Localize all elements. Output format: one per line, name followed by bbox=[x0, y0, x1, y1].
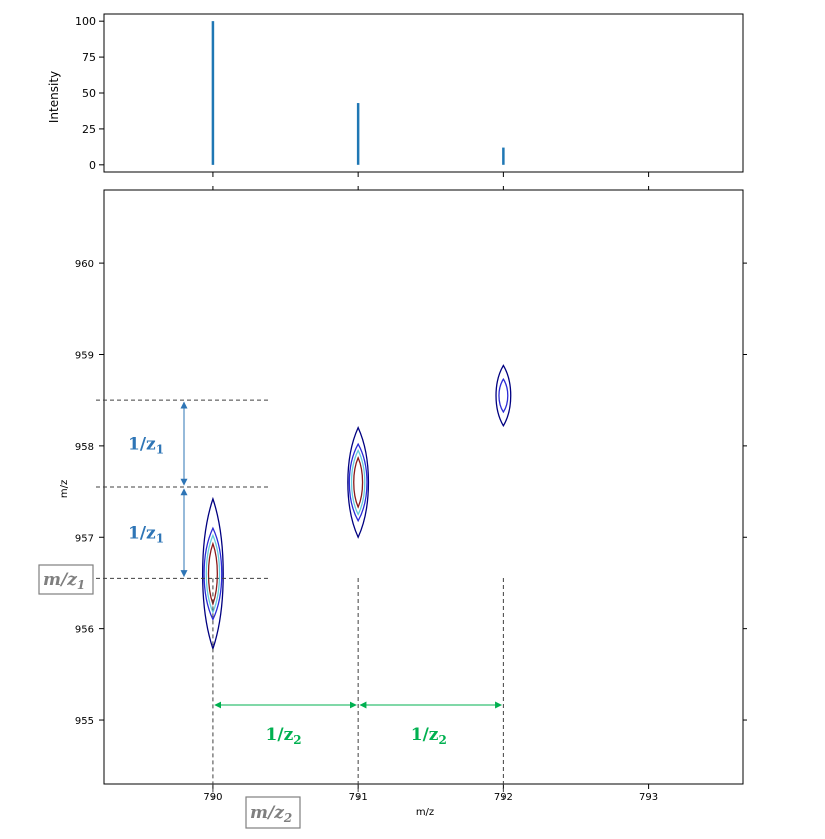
contour-level bbox=[495, 364, 512, 428]
contour-x-tick-label: 793 bbox=[639, 792, 658, 803]
contour-y-tick-label: 959 bbox=[75, 350, 94, 361]
m-over-z2-label: m/z2 bbox=[250, 803, 292, 825]
contour-level bbox=[207, 541, 218, 606]
m-over-z1-subscript: 1 bbox=[77, 578, 85, 592]
contour-x-axis-label: m/z bbox=[416, 807, 434, 818]
contour-level bbox=[348, 442, 368, 523]
contour-y-tick-label: 956 bbox=[75, 625, 94, 636]
contour-y-tick-label: 955 bbox=[75, 716, 94, 727]
intensity-plot-frame bbox=[103, 13, 744, 173]
contour-y-tick-label: 957 bbox=[75, 533, 94, 544]
intensity-y-tick-label: 75 bbox=[82, 51, 96, 64]
contour-level bbox=[353, 456, 364, 509]
annotation-layer: 1/z11/z11/z2 1/z2m/z1m/z2 bbox=[38, 399, 504, 829]
intensity-y-ticks: 0 25 50 75 100 bbox=[75, 15, 104, 172]
contour-peaks bbox=[202, 364, 512, 651]
inv-z1-subscript: 1 bbox=[156, 443, 164, 457]
contour-x-ticks: 790 791 792 793 bbox=[203, 186, 658, 803]
contour-level bbox=[205, 533, 221, 614]
inv-z1-label: 1/z1 bbox=[128, 524, 164, 546]
intensity-plot: 0 25 50 75 100 Intensity bbox=[47, 13, 744, 177]
contour-level bbox=[203, 526, 223, 622]
m-over-z1-box bbox=[38, 564, 94, 595]
inv-z2-subscript: 2 bbox=[293, 733, 301, 747]
contour-y-tick-label: 960 bbox=[75, 259, 94, 270]
contour-y-tick-label: 958 bbox=[75, 442, 94, 453]
contour-level bbox=[350, 448, 366, 516]
m-over-z2-box bbox=[245, 796, 301, 829]
inv-z1-label: 1/z1 bbox=[128, 435, 164, 457]
contour-plot-frame bbox=[103, 189, 744, 785]
m-over-z1-label: m/z1 bbox=[43, 570, 85, 592]
inv-z1-subscript: 1 bbox=[156, 532, 164, 546]
contour-y-ticks: 955 956 957 958 959 960 bbox=[75, 259, 747, 727]
intensity-y-tick-label: 0 bbox=[89, 159, 96, 172]
contour-y-axis-label: m/z bbox=[59, 480, 70, 498]
inv-z2-subscript: 2 bbox=[438, 733, 446, 747]
intensity-y-tick-label: 25 bbox=[82, 123, 96, 136]
intensity-axis-label: Intensity bbox=[47, 71, 61, 123]
intensity-x-ticks bbox=[212, 172, 650, 177]
intensity-y-tick-label: 100 bbox=[75, 15, 96, 28]
contour-level bbox=[498, 377, 509, 414]
m-over-z2-subscript: 2 bbox=[283, 811, 292, 825]
contour-level bbox=[347, 426, 370, 539]
intensity-y-tick-label: 50 bbox=[82, 87, 96, 100]
intensity-bars bbox=[211, 21, 505, 165]
inv-z2-label: 1/z2 bbox=[411, 725, 447, 747]
inv-z2-label: 1/z2 bbox=[266, 725, 302, 747]
